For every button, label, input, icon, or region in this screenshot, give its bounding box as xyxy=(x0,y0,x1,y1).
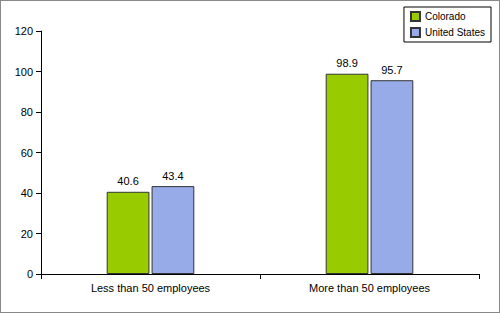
svg-text:80: 80 xyxy=(21,106,33,118)
svg-text:100: 100 xyxy=(15,66,33,78)
svg-text:Less than 50 employees: Less than 50 employees xyxy=(91,282,211,294)
svg-text:0: 0 xyxy=(27,268,33,280)
svg-text:60: 60 xyxy=(21,147,33,159)
svg-text:95.7: 95.7 xyxy=(381,64,402,76)
svg-text:43.4: 43.4 xyxy=(162,170,183,182)
svg-text:40: 40 xyxy=(21,187,33,199)
svg-text:120: 120 xyxy=(15,25,33,37)
svg-text:United States: United States xyxy=(425,27,485,38)
svg-text:98.9: 98.9 xyxy=(336,57,357,69)
svg-text:40.6: 40.6 xyxy=(117,175,138,187)
svg-text:20: 20 xyxy=(21,228,33,240)
svg-text:More than 50 employees: More than 50 employees xyxy=(309,282,431,294)
svg-text:Colorado: Colorado xyxy=(425,11,466,22)
